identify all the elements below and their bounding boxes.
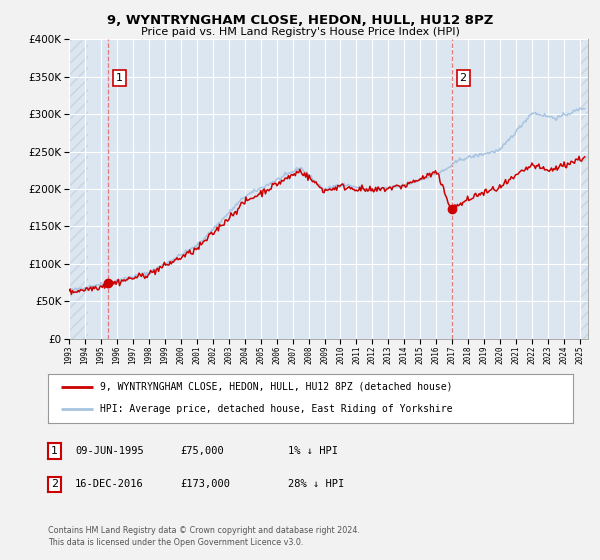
Text: 2: 2 [51,479,58,489]
Text: This data is licensed under the Open Government Licence v3.0.: This data is licensed under the Open Gov… [48,538,304,547]
Text: Price paid vs. HM Land Registry's House Price Index (HPI): Price paid vs. HM Land Registry's House … [140,27,460,37]
Bar [580,39,596,339]
Text: 1% ↓ HPI: 1% ↓ HPI [288,446,338,456]
Text: 28% ↓ HPI: 28% ↓ HPI [288,479,344,489]
Bar [69,39,88,339]
Text: 16-DEC-2016: 16-DEC-2016 [75,479,144,489]
Text: 9, WYNTRYNGHAM CLOSE, HEDON, HULL, HU12 8PZ: 9, WYNTRYNGHAM CLOSE, HEDON, HULL, HU12 … [107,14,493,27]
Text: 1: 1 [51,446,58,456]
Text: Contains HM Land Registry data © Crown copyright and database right 2024.: Contains HM Land Registry data © Crown c… [48,526,360,535]
Text: £173,000: £173,000 [180,479,230,489]
Text: £75,000: £75,000 [180,446,224,456]
Text: 09-JUN-1995: 09-JUN-1995 [75,446,144,456]
Text: 9, WYNTRYNGHAM CLOSE, HEDON, HULL, HU12 8PZ (detached house): 9, WYNTRYNGHAM CLOSE, HEDON, HULL, HU12 … [101,382,453,392]
Text: 1: 1 [116,73,123,83]
Text: HPI: Average price, detached house, East Riding of Yorkshire: HPI: Average price, detached house, East… [101,404,453,414]
Text: 2: 2 [460,73,467,83]
